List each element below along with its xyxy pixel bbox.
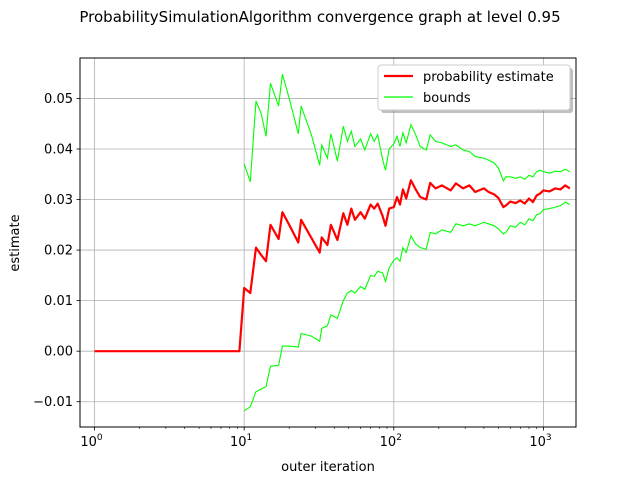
plot-series: [94, 74, 571, 412]
x-tick-label: 102: [380, 433, 402, 450]
x-tick-label: 100: [80, 433, 103, 450]
x-tick-label: 103: [529, 433, 551, 450]
x-tick-exponent: 3: [546, 433, 552, 443]
legend-label-probability-estimate: probability estimate: [423, 70, 554, 85]
plot-frame: [79, 57, 577, 428]
y-tick-label: 0.00: [44, 345, 73, 360]
legend-label-bounds: bounds: [423, 91, 471, 106]
x-tick-label: 101: [230, 433, 252, 450]
y-tick-label: 0.04: [44, 142, 73, 157]
series-line-bounds-upper: [243, 74, 571, 183]
chart-title: ProbabilitySimulationAlgorithm convergen…: [79, 8, 560, 26]
x-axis-label: outer iteration: [281, 460, 375, 475]
y-axis-label: estimate: [8, 214, 23, 271]
legend: probability estimate bounds: [377, 64, 573, 113]
x-tick-exponent: 0: [97, 433, 103, 443]
x-tick-exponent: 2: [396, 433, 402, 443]
y-tick-label: 0.05: [44, 92, 73, 107]
y-tick-label: 0.03: [44, 193, 73, 208]
y-tick-label: −0.01: [33, 395, 73, 410]
x-tick-exponent: 1: [247, 433, 253, 443]
series-line-probability-estimate: [94, 179, 571, 353]
y-tick-label: 0.02: [44, 244, 73, 259]
series-line-bounds-lower: [243, 201, 571, 412]
legend-box: [377, 64, 571, 111]
y-tick-label: 0.01: [44, 294, 73, 309]
axis-ticks: 100 101 102 103−0.010.000.010.020.030.040.0…: [33, 92, 551, 450]
